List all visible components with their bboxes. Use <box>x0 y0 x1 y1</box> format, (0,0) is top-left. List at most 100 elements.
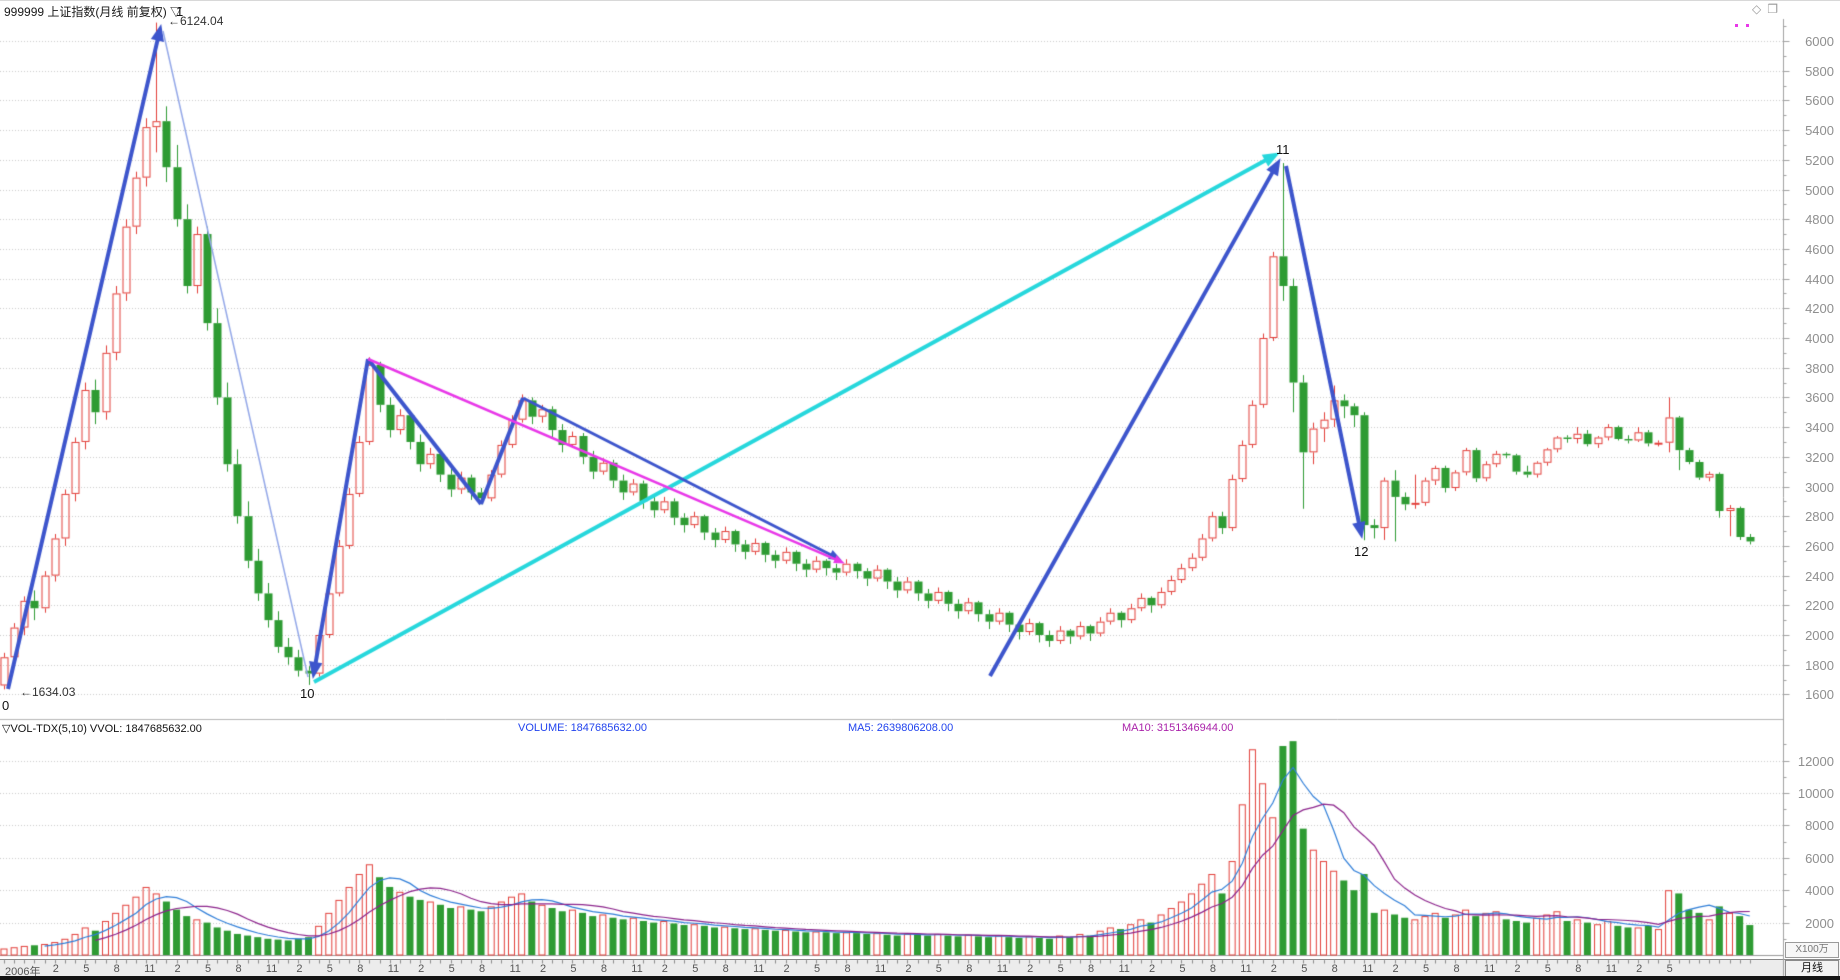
magenta-dot <box>1735 24 1738 27</box>
date-axis-month-label: 2 <box>1027 963 1034 975</box>
date-axis-year-label: 2006年 <box>5 966 41 978</box>
price-callout: ←1634.03 <box>20 685 76 699</box>
date-axis-month-label: 2 <box>52 963 59 975</box>
volume-axis-label: 8000 <box>1805 818 1834 834</box>
date-axis-month-label: 11 <box>874 963 887 975</box>
date-axis-month-label: 8 <box>1209 963 1216 975</box>
magenta-dot <box>1746 24 1749 27</box>
price-axis-label: 3000 <box>1805 479 1834 495</box>
date-axis-month-label: 11 <box>753 963 765 975</box>
price-axis-label: 4800 <box>1805 212 1834 228</box>
price-axis-label: 1800 <box>1805 657 1834 673</box>
date-axis-month-label: 5 <box>448 963 455 975</box>
date-axis-month-label: 8 <box>844 963 851 975</box>
date-axis-month-label: 11 <box>144 963 156 975</box>
date-axis-month-label: 2 <box>1636 963 1643 975</box>
date-axis-month-label: 11 <box>1362 963 1374 975</box>
price-axis-label: 2200 <box>1805 598 1834 614</box>
wave-count-label: 10 <box>300 686 315 701</box>
price-axis-label: 4600 <box>1805 241 1834 257</box>
price-axis-label: 3200 <box>1805 449 1834 465</box>
volume-axis-label: 4000 <box>1805 883 1834 899</box>
diamond-icon[interactable]: ◇ <box>1752 2 1768 16</box>
date-axis-month-label: 5 <box>1179 963 1186 975</box>
date-axis-month-label: 5 <box>814 963 821 975</box>
date-axis-month-label: 11 <box>509 963 521 975</box>
indicator-formula-label[interactable]: ▽VOL-TDX(5,10) VVOL: 1847685632.00 <box>2 723 202 735</box>
date-axis-month-label: 5 <box>1666 963 1673 975</box>
date-axis-month-label: 5 <box>1544 963 1551 975</box>
price-axis-label: 2600 <box>1805 538 1834 554</box>
price-axis-label: 3400 <box>1805 420 1834 436</box>
date-axis-month-label: 8 <box>1453 963 1460 975</box>
wave-count-label: 1 <box>176 4 184 19</box>
date-axis-month-label: 5 <box>83 963 90 975</box>
cascade-icon[interactable]: ❐ <box>1767 2 1784 16</box>
date-axis-month-label: 11 <box>1605 963 1618 975</box>
price-axis-label: 5600 <box>1805 93 1834 109</box>
date-axis-month-label: 5 <box>570 963 577 975</box>
date-axis-month-label: 2 <box>1514 963 1521 975</box>
volume-axis-label: 6000 <box>1805 850 1834 866</box>
date-axis-month-label: 8 <box>357 963 364 975</box>
date-axis-month-label: 8 <box>235 963 242 975</box>
price-axis-label: 1600 <box>1805 687 1834 703</box>
price-axis-label: 2800 <box>1805 509 1834 525</box>
symbol-title: 999999 上证指数(月线 前复权) ▽ <box>4 5 183 19</box>
date-axis-month-label: 2 <box>296 963 303 975</box>
date-axis-month-label: 11 <box>265 963 278 975</box>
indicator-ma5-value: MA5: 2639806208.00 <box>848 722 954 734</box>
price-axis-label: 4000 <box>1805 331 1834 346</box>
date-axis-month-label: 5 <box>1057 963 1064 975</box>
date-axis-month-label: 5 <box>1301 963 1308 975</box>
date-axis-month-label: 2 <box>539 963 547 975</box>
wave-count-label: 11 <box>1276 142 1290 157</box>
date-axis-month-label: 8 <box>113 963 120 975</box>
date-axis-month-label: 5 <box>692 963 699 975</box>
date-axis-month-label: 8 <box>600 963 607 975</box>
indicator-ma10-value: MA10: 3151346944.00 <box>1122 722 1234 734</box>
period-selector[interactable]: 月线 <box>1785 960 1839 977</box>
date-axis-month-label: 2 <box>905 963 912 975</box>
date-axis-month-label: 2 <box>783 963 790 975</box>
date-axis-month-label: 2 <box>174 963 181 975</box>
price-axis-label: 3600 <box>1805 390 1834 406</box>
price-axis-label: 4400 <box>1805 271 1834 287</box>
bottom-edge-strip <box>0 976 1840 980</box>
date-axis-month-label: 8 <box>722 963 729 975</box>
date-axis-month-label: 5 <box>326 963 333 975</box>
date-axis-month-label: 8 <box>1331 963 1338 975</box>
price-axis-label: 3800 <box>1805 360 1834 376</box>
wave-count-label: 12 <box>1354 544 1369 559</box>
indicator-volume-value: VOLUME: 1847685632.00 <box>518 722 648 734</box>
price-axis-label: 5400 <box>1805 123 1834 139</box>
date-axis-month-label: 5 <box>1423 963 1430 975</box>
date-axis-month-label: 11 <box>387 963 400 975</box>
date-axis-month-label: 2 <box>418 963 425 975</box>
date-axis-month-label: 5 <box>935 963 942 975</box>
date-axis-month-label: 11 <box>996 963 1009 975</box>
date-axis-month-label: 8 <box>479 963 486 975</box>
price-callout: ←6124.04 <box>168 14 224 28</box>
date-axis-month-label: 11 <box>631 963 643 975</box>
volume-axis-label: 2000 <box>1805 915 1834 931</box>
window-controls: ◇❐ <box>1752 2 1784 16</box>
date-axis-month-label: 8 <box>966 963 973 975</box>
price-axis-label: 2400 <box>1805 568 1834 584</box>
date-axis-month-label: 5 <box>205 963 212 975</box>
date-axis-month-label: 8 <box>1088 963 1095 975</box>
volume-axis-label: 10000 <box>1797 786 1834 801</box>
date-axis-month-label: 11 <box>1483 963 1496 975</box>
price-axis-label: 5200 <box>1805 152 1834 168</box>
date-axis-month-label: 2 <box>1148 963 1156 975</box>
price-axis-label: 4200 <box>1805 301 1834 317</box>
price-axis-label: 5800 <box>1805 63 1834 79</box>
date-axis-month-label: 2 <box>661 963 668 975</box>
date-axis-month-label: 8 <box>1575 963 1582 975</box>
price-axis-label: 6000 <box>1805 34 1834 49</box>
price-axis-label: 5000 <box>1805 182 1834 198</box>
volume-unit-badge: X100万 <box>1785 942 1839 958</box>
price-axis-label: 2000 <box>1805 628 1834 643</box>
